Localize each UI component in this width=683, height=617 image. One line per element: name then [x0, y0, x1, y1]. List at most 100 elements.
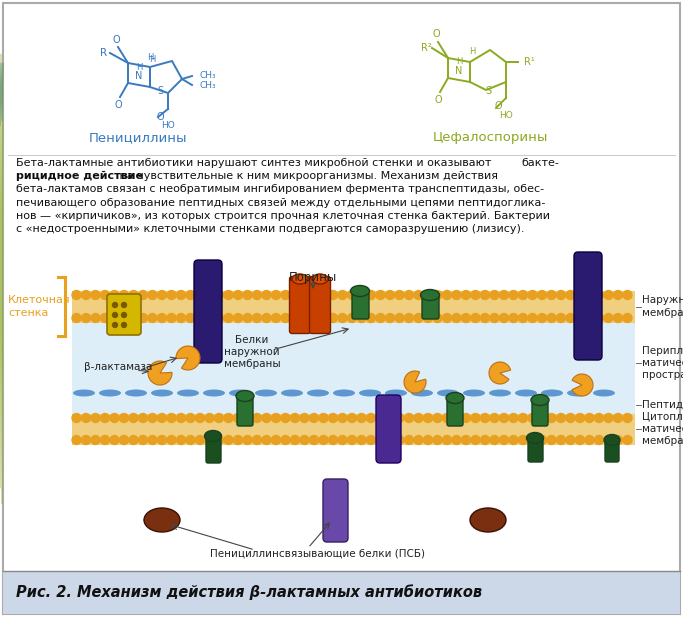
Circle shape [566, 291, 575, 299]
Bar [72, 413, 635, 444]
Circle shape [120, 436, 128, 444]
Circle shape [576, 291, 585, 299]
Circle shape [290, 413, 300, 423]
Circle shape [81, 413, 91, 423]
Circle shape [538, 436, 546, 444]
Ellipse shape [177, 389, 199, 397]
Circle shape [195, 291, 204, 299]
Bar [72, 314, 635, 422]
Text: бета-лактамов связан с необратимым ингибированием фермента транспептидазы, обес-: бета-лактамов связан с необратимым ингиб… [16, 184, 544, 194]
Circle shape [290, 436, 300, 444]
Circle shape [623, 436, 632, 444]
Circle shape [148, 313, 157, 323]
Circle shape [91, 313, 100, 323]
Circle shape [594, 313, 604, 323]
Text: Пенициллины: Пенициллины [89, 131, 187, 144]
Circle shape [205, 291, 214, 299]
Circle shape [129, 291, 138, 299]
Circle shape [319, 313, 328, 323]
Circle shape [272, 313, 281, 323]
Circle shape [309, 413, 318, 423]
Circle shape [100, 313, 109, 323]
Circle shape [91, 291, 100, 299]
Ellipse shape [350, 286, 370, 297]
Ellipse shape [99, 389, 121, 397]
Circle shape [72, 413, 81, 423]
Ellipse shape [470, 508, 506, 532]
Circle shape [110, 413, 119, 423]
Circle shape [423, 291, 432, 299]
Circle shape [81, 291, 91, 299]
Text: R: R [100, 48, 107, 58]
Circle shape [290, 291, 300, 299]
Ellipse shape [385, 389, 407, 397]
Circle shape [281, 291, 290, 299]
Circle shape [367, 436, 376, 444]
Circle shape [100, 413, 109, 423]
Ellipse shape [437, 389, 459, 397]
Ellipse shape [446, 392, 464, 404]
Text: Порины: Порины [289, 271, 337, 284]
Wedge shape [572, 374, 593, 396]
Circle shape [262, 313, 271, 323]
Circle shape [100, 291, 109, 299]
Circle shape [528, 436, 537, 444]
Circle shape [471, 291, 480, 299]
Circle shape [148, 436, 157, 444]
Text: Рис. 2. Механизм действия β-лактамных антибиотиков: Рис. 2. Механизм действия β-лактамных ан… [16, 584, 482, 600]
Ellipse shape [463, 389, 485, 397]
Text: β-лактамаза: β-лактамаза [84, 362, 152, 372]
Circle shape [329, 313, 337, 323]
Circle shape [547, 436, 556, 444]
FancyBboxPatch shape [309, 276, 331, 334]
Ellipse shape [144, 508, 180, 532]
Circle shape [585, 313, 594, 323]
Ellipse shape [527, 433, 544, 444]
Circle shape [205, 413, 214, 423]
Circle shape [585, 436, 594, 444]
Circle shape [167, 291, 176, 299]
Circle shape [462, 291, 471, 299]
Circle shape [499, 413, 509, 423]
Text: Клеточная
стенка: Клеточная стенка [8, 296, 70, 318]
Circle shape [538, 291, 546, 299]
Circle shape [433, 291, 442, 299]
Circle shape [423, 436, 432, 444]
Circle shape [490, 313, 499, 323]
Circle shape [234, 413, 242, 423]
Circle shape [329, 291, 337, 299]
Text: R²: R² [421, 43, 432, 53]
Circle shape [110, 291, 119, 299]
Circle shape [139, 313, 148, 323]
Ellipse shape [421, 289, 439, 300]
Circle shape [395, 436, 404, 444]
Text: с «недостроенными» клеточными стенками подвергаются саморазрушению (лизису).: с «недостроенными» клеточными стенками п… [16, 224, 525, 234]
Text: H: H [147, 52, 153, 62]
Circle shape [538, 313, 546, 323]
Text: Белки
наружной
мембраны: Белки наружной мембраны [224, 334, 280, 370]
Circle shape [499, 436, 509, 444]
Circle shape [452, 313, 461, 323]
Circle shape [158, 436, 167, 444]
Text: S: S [157, 86, 163, 96]
Ellipse shape [593, 389, 615, 397]
Circle shape [499, 291, 509, 299]
FancyBboxPatch shape [528, 436, 543, 462]
Circle shape [518, 436, 527, 444]
Text: H: H [469, 48, 475, 57]
Circle shape [528, 413, 537, 423]
Circle shape [290, 313, 300, 323]
FancyBboxPatch shape [532, 398, 548, 426]
Ellipse shape [125, 389, 147, 397]
Circle shape [329, 413, 337, 423]
Circle shape [357, 313, 366, 323]
Circle shape [262, 291, 271, 299]
Circle shape [224, 313, 233, 323]
Circle shape [528, 291, 537, 299]
Circle shape [243, 313, 252, 323]
Circle shape [186, 291, 195, 299]
Text: Пептидогликан: Пептидогликан [642, 400, 683, 410]
Circle shape [122, 323, 126, 328]
Circle shape [395, 413, 404, 423]
Circle shape [224, 291, 233, 299]
